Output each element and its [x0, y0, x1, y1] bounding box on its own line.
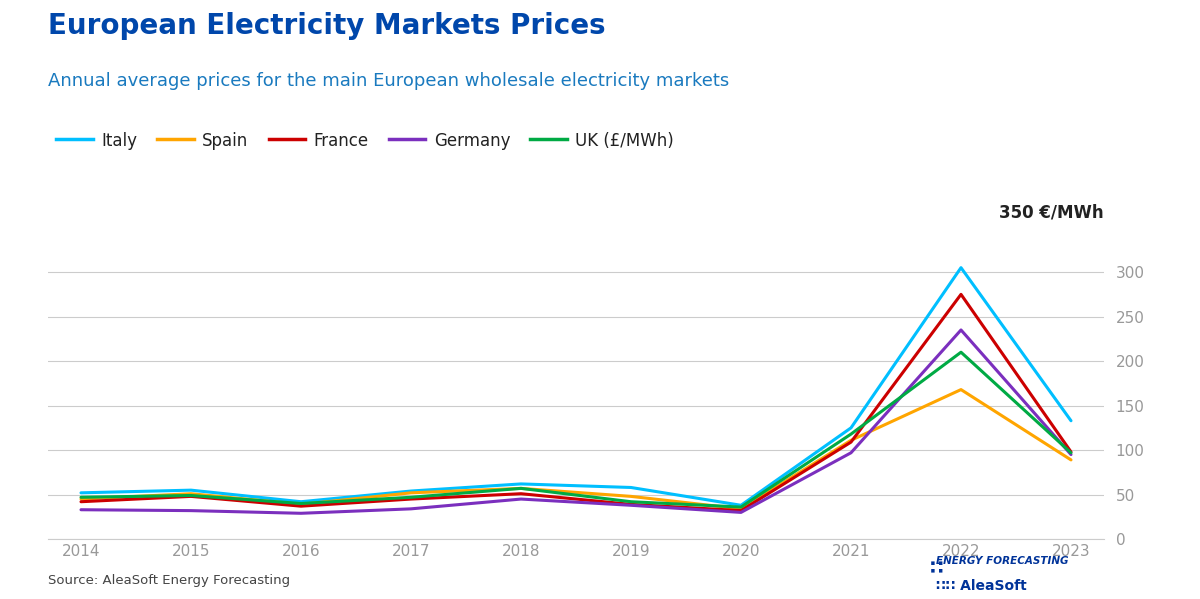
Text: ∷: ∷ [930, 559, 943, 578]
Text: Source: AleaSoft Energy Forecasting: Source: AleaSoft Energy Forecasting [48, 574, 290, 587]
Text: 350 €/MWh: 350 €/MWh [1000, 204, 1104, 222]
Text: ENERGY FORECASTING: ENERGY FORECASTING [936, 556, 1068, 566]
Text: Annual average prices for the main European wholesale electricity markets: Annual average prices for the main Europ… [48, 72, 730, 90]
Text: ∷∷ AleaSoft: ∷∷ AleaSoft [936, 579, 1027, 593]
Legend: Italy, Spain, France, Germany, UK (£/MWh): Italy, Spain, France, Germany, UK (£/MWh… [56, 132, 674, 150]
Text: European Electricity Markets Prices: European Electricity Markets Prices [48, 12, 606, 40]
